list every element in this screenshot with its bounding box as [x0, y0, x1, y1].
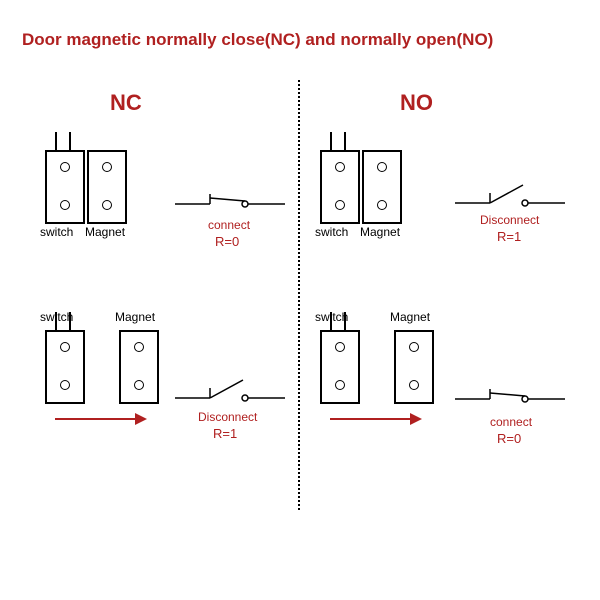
nc-r2-magnet-label: Magnet — [115, 310, 155, 324]
nc-r1-switch-lead2 — [69, 132, 71, 150]
nc-r1-switch-box — [45, 150, 85, 224]
nc-r2-r-label: R=1 — [213, 426, 237, 441]
no-r2-arrow — [330, 410, 425, 428]
no-r2-state-label: connect — [490, 415, 532, 429]
nc-r2-switch-lead2 — [69, 312, 71, 330]
page-title: Door magnetic normally close(NC) and nor… — [22, 30, 493, 50]
nc-r1-schematic — [175, 180, 285, 220]
nc-r2-state-label: Disconnect — [198, 410, 257, 424]
nc-r2-switch-lead1 — [55, 312, 57, 330]
nc-r1-magnet-label: Magnet — [85, 225, 125, 239]
no-r1-schematic — [455, 175, 565, 215]
no-r1-r-label: R=1 — [497, 229, 521, 244]
nc-r2-arrow — [55, 410, 150, 428]
nc-r2-magnet-box — [119, 330, 159, 404]
nc-r1-magnet-box — [87, 150, 127, 224]
no-r1-switch-label: switch — [315, 225, 348, 239]
no-r2-magnet-box — [394, 330, 434, 404]
no-r1-switch-lead2 — [344, 132, 346, 150]
no-r2-schematic — [455, 375, 565, 415]
no-r2-switch-box — [320, 330, 360, 404]
nc-r1-state-label: connect — [208, 218, 250, 232]
no-r2-switch-lead2 — [344, 312, 346, 330]
nc-r2-schematic — [175, 370, 285, 410]
diagram-canvas: Door magnetic normally close(NC) and nor… — [0, 0, 600, 600]
nc-r2-switch-box — [45, 330, 85, 404]
no-r2-switch-lead1 — [330, 312, 332, 330]
heading-nc: NC — [110, 90, 142, 116]
no-r1-magnet-label: Magnet — [360, 225, 400, 239]
no-r1-magnet-box — [362, 150, 402, 224]
heading-no: NO — [400, 90, 433, 116]
nc-r1-r-label: R=0 — [215, 234, 239, 249]
no-r2-r-label: R=0 — [497, 431, 521, 446]
nc-r1-switch-lead1 — [55, 132, 57, 150]
column-divider — [298, 80, 300, 510]
no-r1-switch-box — [320, 150, 360, 224]
no-r2-magnet-label: Magnet — [390, 310, 430, 324]
no-r1-state-label: Disconnect — [480, 213, 539, 227]
no-r1-switch-lead1 — [330, 132, 332, 150]
nc-r1-switch-label: switch — [40, 225, 73, 239]
